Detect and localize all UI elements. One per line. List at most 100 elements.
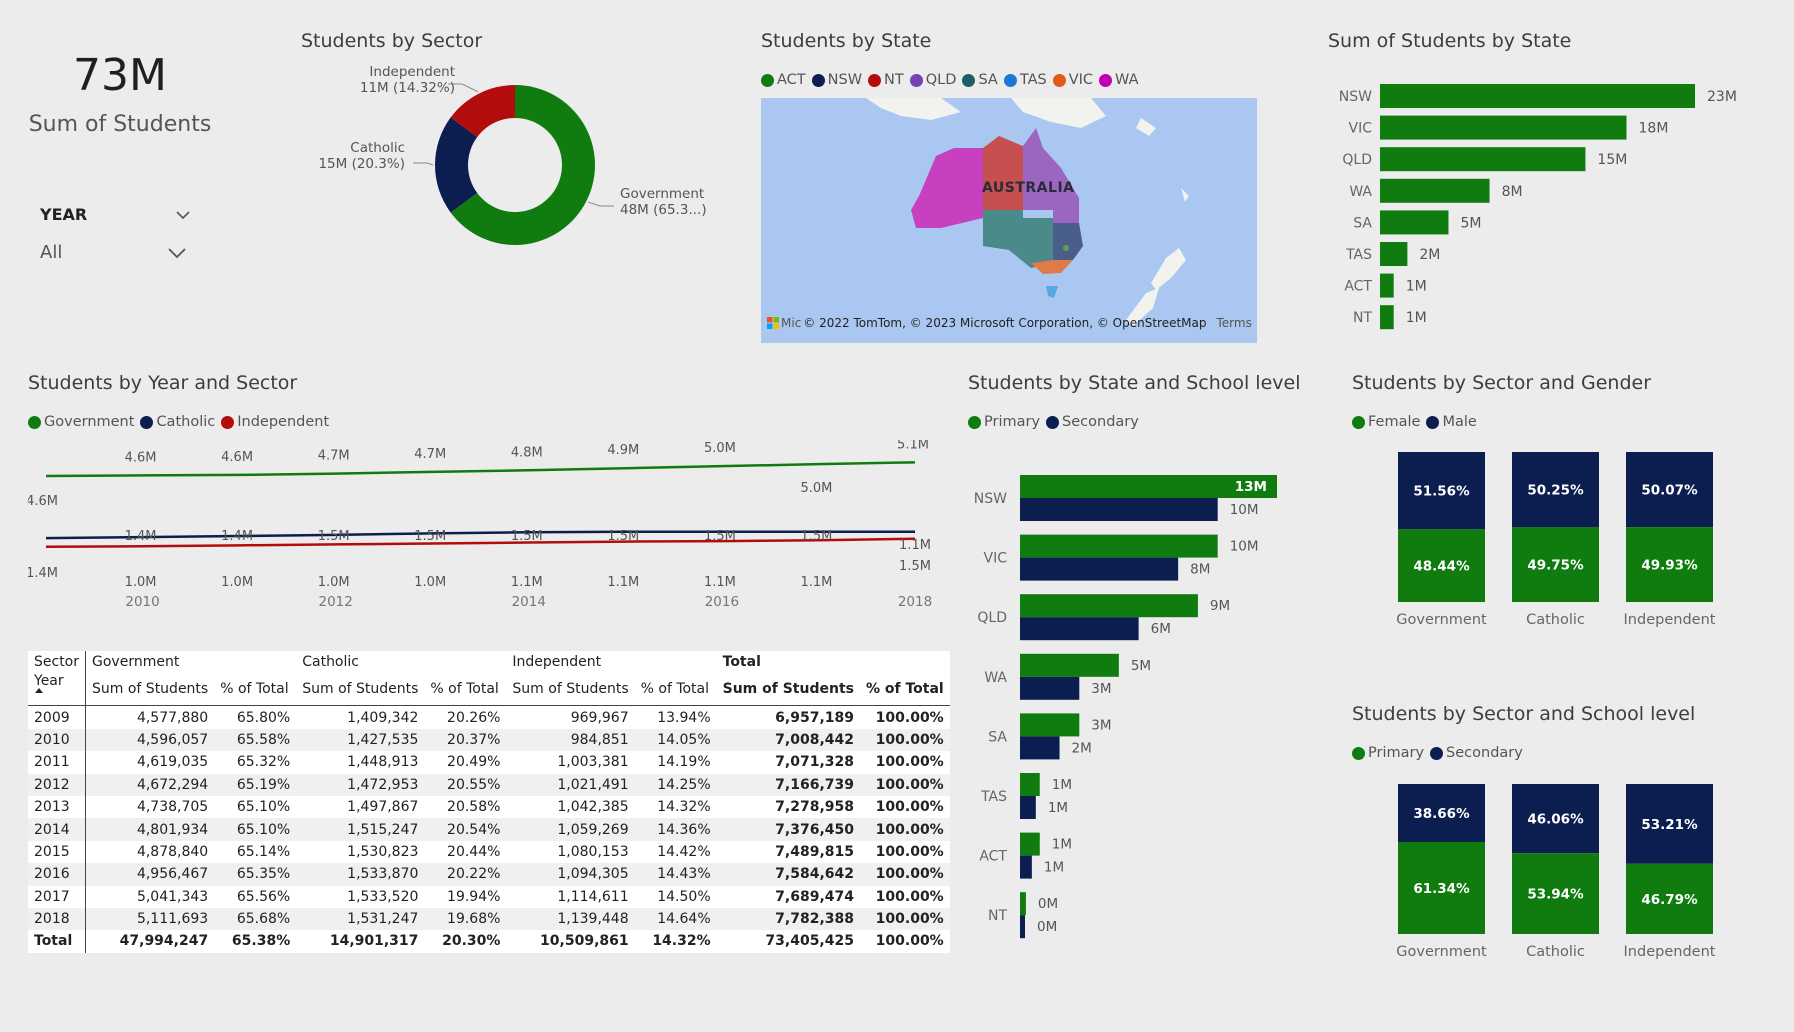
- state-bar-qld[interactable]: [1380, 147, 1586, 172]
- state-level-bar-secondary[interactable]: [1020, 676, 1080, 700]
- sector_level-category: Government: [1396, 944, 1487, 960]
- matrix-corner-bottom[interactable]: Year: [28, 673, 86, 706]
- gender-bar-female[interactable]: [1512, 527, 1599, 602]
- state-level-bar-primary[interactable]: [1020, 475, 1277, 498]
- map-terms-link[interactable]: Terms: [1216, 316, 1252, 330]
- legend-item-secondary[interactable]: Secondary: [1046, 414, 1139, 430]
- state-sa[interactable]: [983, 210, 1053, 268]
- state-level-bar-primary[interactable]: [1020, 653, 1119, 677]
- line-chart[interactable]: 4.6M 1.4M 4.6M 1.4M 1.0M 4.6M 1.4M 1.0M 4.7M 1.5M…: [28, 440, 948, 620]
- table-row[interactable]: 2009 4,577,880 65.80% 1,409,342 20.26% 969,96…: [28, 705, 950, 729]
- slicer-dropdown[interactable]: All: [40, 242, 186, 263]
- state-level-bar-primary[interactable]: [1020, 773, 1040, 796]
- state-level-bar-secondary[interactable]: [1020, 736, 1060, 760]
- state-nsw[interactable]: [1053, 223, 1083, 260]
- matrix-visual[interactable]: Sector Government Catholic Independent T…: [28, 651, 950, 953]
- legend-item-vic[interactable]: VIC: [1052, 72, 1093, 88]
- legend-item-wa[interactable]: WA: [1099, 72, 1139, 88]
- table-row[interactable]: 2010 4,596,057 65.58% 1,427,535 20.37% 984,85…: [28, 728, 950, 752]
- table-row[interactable]: 2018 5,111,693 65.68% 1,531,247 19.68% 1,139,…: [28, 907, 950, 931]
- legend-item-qld[interactable]: QLD: [909, 72, 956, 88]
- matrix-cell: 20.55%: [424, 773, 507, 796]
- state-level-bar-primary[interactable]: [1020, 713, 1080, 737]
- state-bar-nsw[interactable]: [1380, 84, 1695, 108]
- state-level-chart[interactable]: NSW 13M 10M VIC 10M 8M QLD 9M 6M WA 5M 3M SA 3M 2M TAS 1…: [960, 470, 1290, 950]
- sector_level-bar-secondary[interactable]: [1512, 784, 1599, 854]
- state-vic[interactable]: [1031, 260, 1073, 274]
- table-row[interactable]: 2016 4,956,467 65.35% 1,533,870 20.22% 1,094,…: [28, 863, 950, 886]
- sector-level-chart[interactable]: 38.66% 61.34% Government 46.06% 53.94% Cathol…: [1380, 782, 1740, 967]
- state-bar-tas[interactable]: [1380, 242, 1408, 266]
- legend-item-act[interactable]: ACT: [761, 72, 806, 88]
- state-qld[interactable]: [1023, 128, 1079, 223]
- state-level-data-label: 0M: [1038, 896, 1058, 912]
- state-bar-sa[interactable]: [1380, 210, 1449, 235]
- state-level-bar-secondary[interactable]: [1020, 796, 1036, 819]
- gender-bar-female[interactable]: [1626, 527, 1713, 602]
- legend-item-independent[interactable]: Independent: [221, 414, 329, 430]
- state-level-bar-secondary[interactable]: [1020, 557, 1179, 581]
- state-level-bar-primary[interactable]: [1020, 832, 1040, 856]
- gender-chart[interactable]: 51.56% 48.44% Government 50.25% 49.75% Cathol…: [1380, 450, 1740, 635]
- legend-item-nsw[interactable]: NSW: [811, 72, 862, 88]
- legend-item-nt[interactable]: NT: [868, 72, 904, 88]
- state-level-bar-secondary[interactable]: [1020, 855, 1032, 879]
- sector_level-bar-primary[interactable]: [1398, 841, 1485, 934]
- legend-item-male[interactable]: Male: [1426, 414, 1477, 430]
- gender-data-label: 50.07%: [1641, 483, 1698, 499]
- donut-slice-catholic[interactable]: [435, 117, 478, 213]
- legend-item-government[interactable]: Government: [28, 414, 134, 430]
- state-level-data-label: 9M: [1210, 598, 1230, 614]
- students-matrix[interactable]: Sector Government Catholic Independent T…: [28, 651, 950, 953]
- legend-item-sa[interactable]: SA: [962, 72, 998, 88]
- sector_level-bar-primary[interactable]: [1512, 853, 1599, 934]
- state-level-bar-primary[interactable]: [1020, 892, 1026, 916]
- state-bar-nt[interactable]: [1380, 305, 1394, 330]
- chevron-down-icon[interactable]: [176, 210, 190, 220]
- dropdown-chevron-icon[interactable]: [168, 247, 186, 259]
- sector_level-bar-secondary[interactable]: [1398, 784, 1485, 842]
- legend-item-primary[interactable]: Primary: [1352, 745, 1424, 761]
- sector_level-bar-primary[interactable]: [1626, 863, 1713, 934]
- line-series-catholic[interactable]: [45, 530, 915, 540]
- state-level-bar-secondary[interactable]: [1020, 617, 1139, 641]
- state-tas[interactable]: [1046, 286, 1058, 298]
- state-bar-act[interactable]: [1380, 273, 1394, 298]
- sector_level-bar-secondary[interactable]: [1626, 784, 1713, 864]
- state-level-bar-primary[interactable]: [1020, 594, 1198, 618]
- donut-slice-independent[interactable]: [450, 85, 515, 138]
- table-row[interactable]: 2015 4,878,840 65.14% 1,530,823 20.44% 1,080,…: [28, 840, 950, 864]
- gender-bar-female[interactable]: [1398, 529, 1485, 602]
- legend-label: NT: [884, 72, 904, 88]
- line-series-government[interactable]: [45, 461, 916, 478]
- state-level-bar-primary[interactable]: [1020, 534, 1218, 558]
- state-level-bar-secondary[interactable]: [1020, 915, 1025, 939]
- legend-item-secondary[interactable]: Secondary: [1430, 745, 1523, 761]
- gender-bar-male[interactable]: [1398, 452, 1485, 530]
- state-act[interactable]: [1063, 245, 1069, 251]
- donut-slice-government[interactable]: [450, 85, 595, 245]
- table-row[interactable]: 2017 5,041,343 65.56% 1,533,520 19.94% 1,114,…: [28, 885, 950, 908]
- matrix-total-row[interactable]: Total 47,994,247 65.38% 14,901,317 20.30% 10,…: [28, 930, 950, 953]
- state-bar-chart[interactable]: NSW 23M VIC 18M QLD 15M WA 8M SA 5M TAS 2M ACT 1M NT 1M: [1320, 80, 1760, 340]
- year-slicer[interactable]: YEAR All: [40, 205, 190, 263]
- gender-bar-male[interactable]: [1626, 452, 1713, 528]
- legend-item-catholic[interactable]: Catholic: [140, 414, 215, 430]
- state-nt[interactable]: [983, 136, 1023, 210]
- line-series-independent[interactable]: [45, 537, 916, 548]
- state-bar-wa[interactable]: [1380, 178, 1490, 203]
- legend-item-primary[interactable]: Primary: [968, 414, 1040, 430]
- table-row[interactable]: 2011 4,619,035 65.32% 1,448,913 20.49% 1,003,…: [28, 751, 950, 774]
- state-bar-vic[interactable]: [1380, 115, 1627, 140]
- map-view[interactable]: AUSTRALIA Mic © 2022 TomTom, © 2023 Micr…: [761, 98, 1257, 343]
- legend-item-female[interactable]: Female: [1352, 414, 1420, 430]
- legend-item-tas[interactable]: TAS: [1003, 72, 1047, 88]
- table-row[interactable]: 2014 4,801,934 65.10% 1,515,247 20.54% 1,059,…: [28, 818, 950, 841]
- state-level-bar-secondary[interactable]: [1020, 498, 1218, 521]
- table-row[interactable]: 2013 4,738,705 65.10% 1,497,867 20.58% 1,042,…: [28, 795, 950, 819]
- legend-label: Female: [1368, 414, 1421, 430]
- table-row[interactable]: 2012 4,672,294 65.19% 1,472,953 20.55% 1,021,…: [28, 773, 950, 796]
- gender-bar-male[interactable]: [1512, 452, 1599, 528]
- state-wa[interactable]: [911, 148, 983, 228]
